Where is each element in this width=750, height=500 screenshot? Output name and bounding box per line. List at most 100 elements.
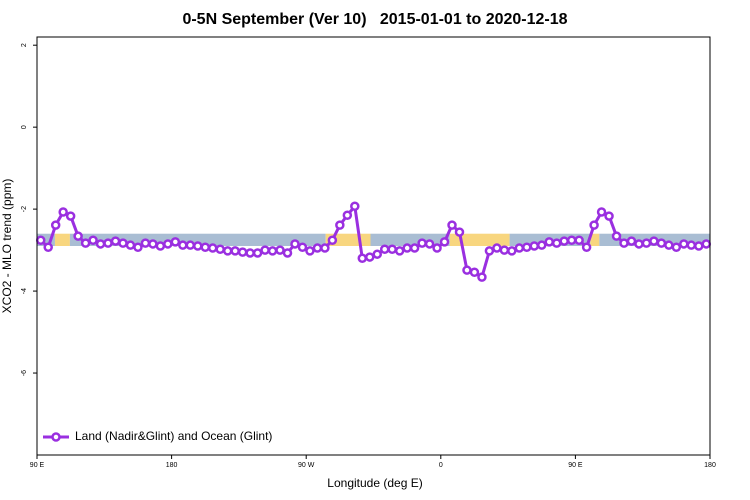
- point: [439, 237, 450, 247]
- point: [252, 248, 263, 258]
- point: [185, 240, 196, 250]
- point: [664, 240, 674, 250]
- point: [163, 239, 173, 249]
- point: [365, 252, 375, 262]
- point: [350, 201, 360, 211]
- point: [544, 237, 554, 247]
- point: [626, 236, 637, 246]
- point: [170, 237, 181, 247]
- point: [402, 243, 412, 253]
- point: [125, 240, 136, 250]
- point: [207, 243, 218, 253]
- point: [417, 238, 427, 248]
- x-axis-label: Longitude (deg E): [327, 476, 422, 490]
- surface-band: [590, 233, 600, 246]
- x-tick-label: 180: [166, 462, 178, 469]
- x-tick-label: 180: [704, 462, 716, 469]
- point: [537, 240, 547, 250]
- plot-frame: [36, 36, 711, 456]
- x-tick-label: 90 E: [30, 462, 45, 469]
- point: [649, 236, 659, 246]
- point: [432, 243, 442, 253]
- point: [148, 239, 158, 249]
- point: [230, 246, 240, 256]
- point: [394, 246, 405, 256]
- plot: [35, 201, 712, 282]
- point: [110, 236, 121, 246]
- point: [529, 241, 540, 251]
- point: [282, 248, 293, 258]
- point: [155, 241, 166, 251]
- point: [694, 241, 704, 251]
- point: [551, 238, 562, 248]
- point: [95, 239, 106, 249]
- y-axis-label: XCO2 - MLO trend (ppm): [0, 179, 14, 314]
- point: [424, 239, 435, 249]
- point: [589, 220, 599, 230]
- y-tick-label: 0: [21, 125, 28, 129]
- point: [357, 253, 368, 264]
- point: [267, 246, 278, 256]
- point: [327, 235, 338, 246]
- x-tick-label: 0: [439, 462, 443, 469]
- point: [447, 220, 457, 230]
- point: [342, 210, 353, 221]
- point: [477, 272, 487, 282]
- point: [73, 231, 83, 241]
- point: [50, 220, 61, 230]
- point: [193, 241, 203, 251]
- point: [679, 239, 689, 249]
- point: [245, 248, 255, 258]
- point: [178, 240, 188, 250]
- point: [65, 211, 76, 221]
- chart-title: 0-5N September (Ver 10) 2015-01-01 to 20…: [182, 11, 567, 28]
- x-tick-label: 90 E: [568, 462, 583, 469]
- surface-band: [449, 233, 510, 246]
- point: [387, 244, 397, 255]
- point: [462, 265, 472, 275]
- point: [611, 231, 622, 241]
- point: [35, 235, 46, 246]
- legend-label: Land (Nadir&Glint) and Ocean (Glint): [75, 429, 272, 443]
- y-tick-label: 2: [21, 43, 28, 47]
- point: [215, 244, 225, 255]
- point: [140, 238, 151, 248]
- legend-marker: [51, 432, 61, 442]
- point: [454, 227, 465, 237]
- point: [604, 211, 614, 221]
- point: [290, 239, 300, 249]
- point: [559, 236, 569, 246]
- point: [237, 247, 248, 257]
- point: [409, 243, 420, 253]
- point: [305, 246, 315, 256]
- point: [133, 242, 143, 252]
- point: [484, 246, 495, 256]
- point: [297, 242, 308, 252]
- point: [58, 207, 68, 217]
- point: [522, 242, 532, 252]
- surface-band: [54, 233, 70, 246]
- point: [275, 245, 285, 255]
- point: [103, 238, 113, 248]
- point: [335, 220, 345, 230]
- point: [469, 267, 480, 277]
- point: [701, 239, 712, 249]
- y-tick-label: -4: [21, 288, 28, 294]
- point: [80, 238, 91, 248]
- point: [686, 240, 697, 250]
- y-tick-label: -6: [21, 370, 28, 376]
- point: [596, 207, 607, 217]
- point: [260, 245, 270, 255]
- point: [499, 245, 510, 255]
- point: [507, 246, 517, 256]
- point: [320, 243, 330, 253]
- x-tick-label: 90 W: [298, 462, 315, 469]
- point: [566, 235, 577, 246]
- point: [379, 244, 390, 255]
- point: [200, 242, 210, 252]
- point: [514, 243, 525, 253]
- point: [43, 242, 53, 252]
- point: [118, 238, 128, 248]
- point: [671, 242, 682, 252]
